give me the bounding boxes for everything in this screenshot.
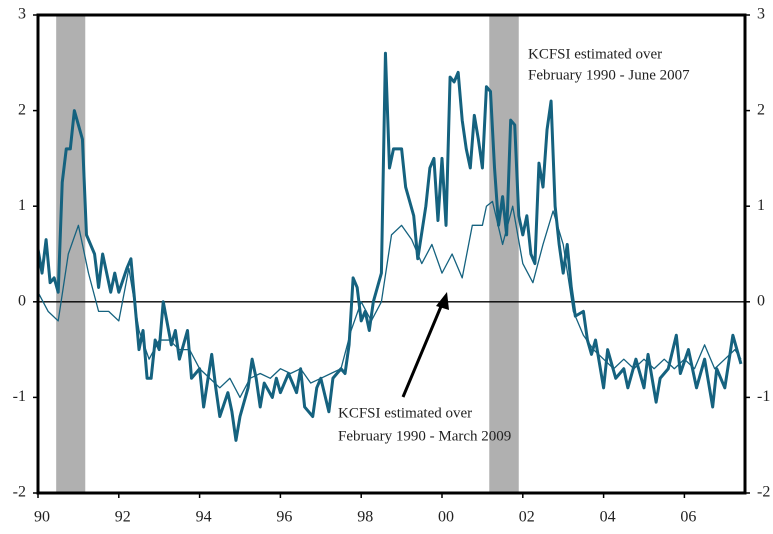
annotation: February 1990 - June 2007	[528, 67, 690, 83]
y2-tick-label: -1	[757, 388, 770, 405]
x-tick-label: 90	[34, 509, 50, 526]
x-tick-label: 94	[196, 509, 212, 526]
arrow-shaft	[401, 303, 444, 398]
recession-band	[489, 15, 519, 493]
y-tick-label: 0	[18, 292, 26, 309]
x-tick-label: 96	[276, 509, 292, 526]
arrow-head	[436, 292, 449, 310]
annotation: February 1990 - March 2009	[338, 428, 511, 444]
annotation: KCFSI estimated over	[528, 46, 662, 62]
series-line	[37, 200, 742, 399]
x-tick-label: 98	[357, 509, 373, 526]
y-tick-label: -2	[13, 484, 26, 501]
y2-tick-label: 1	[757, 197, 765, 214]
annotation: KCFSI estimated over	[338, 405, 472, 421]
annotations: KCFSI estimated over February 1990 - Jun…	[338, 46, 690, 444]
y2-tick-label: 2	[757, 101, 765, 118]
y2-tick-label: 3	[757, 6, 765, 23]
y2-tick-label: -2	[757, 484, 770, 501]
y-tick-label: -1	[13, 388, 26, 405]
y2-tick-label: 0	[757, 292, 765, 309]
x-tick-label: 00	[438, 509, 454, 526]
y-tick-label: 1	[18, 197, 26, 214]
plot-frame	[36, 13, 747, 495]
y-tick-label: 3	[18, 6, 26, 23]
x-tick-label: 92	[115, 509, 131, 526]
y-tick-label: 2	[18, 101, 26, 118]
x-tick-label: 02	[519, 509, 535, 526]
x-tick-label: 06	[680, 509, 696, 526]
x-tick-label: 04	[600, 509, 616, 526]
series-line	[36, 51, 743, 442]
